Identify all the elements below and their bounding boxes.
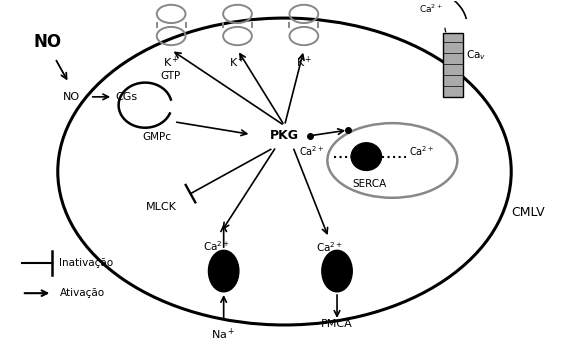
Text: Ca$^{2+}$: Ca$^{2+}$ [299,144,324,158]
Ellipse shape [208,250,239,292]
Text: K$^+$: K$^+$ [229,55,246,70]
Text: CMLV: CMLV [511,206,545,220]
Bar [443,33,463,97]
Text: CGs: CGs [116,92,138,102]
Text: PMCA: PMCA [321,319,353,329]
Text: NO: NO [63,92,80,102]
Text: Ca$_v$: Ca$_v$ [467,48,486,62]
Text: Ca$^{2+}$: Ca$^{2+}$ [316,240,343,254]
Text: Ca$^{2+}$: Ca$^{2+}$ [419,2,443,15]
Text: Inativação: Inativação [59,258,114,268]
Text: GTP: GTP [160,71,181,81]
Text: SERCA: SERCA [352,179,386,189]
Text: K$^+$: K$^+$ [295,55,312,70]
Ellipse shape [322,250,352,292]
Text: NO: NO [34,33,62,50]
Text: Na$^+$: Na$^+$ [212,327,236,342]
Text: Ca$^{2+}$: Ca$^{2+}$ [204,239,230,253]
Text: PKG: PKG [270,129,299,142]
Ellipse shape [351,143,382,170]
Text: Ca$^{2+}$: Ca$^{2+}$ [409,144,434,158]
Text: MLCK: MLCK [146,202,177,212]
Text: K$^+$: K$^+$ [163,55,179,70]
Text: GMPc: GMPc [142,132,171,142]
Text: Ativação: Ativação [59,288,105,298]
